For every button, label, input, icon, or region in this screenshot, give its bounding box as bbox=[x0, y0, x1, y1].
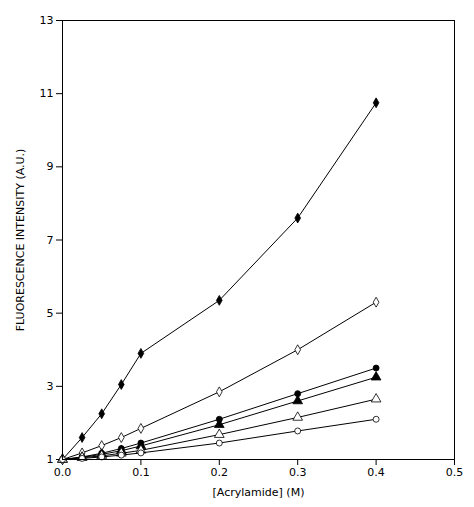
svg-text:5: 5 bbox=[47, 307, 54, 320]
svg-text:7: 7 bbox=[47, 234, 54, 247]
svg-text:13: 13 bbox=[40, 14, 54, 27]
svg-text:3: 3 bbox=[47, 380, 54, 393]
svg-text:0.0: 0.0 bbox=[54, 466, 72, 479]
svg-text:1: 1 bbox=[47, 453, 54, 466]
svg-text:0.4: 0.4 bbox=[367, 466, 385, 479]
svg-text:9: 9 bbox=[47, 160, 54, 173]
svg-text:0.3: 0.3 bbox=[289, 466, 307, 479]
svg-text:11: 11 bbox=[40, 87, 54, 100]
svg-text:0.2: 0.2 bbox=[211, 466, 229, 479]
svg-text:0.1: 0.1 bbox=[132, 466, 150, 479]
svg-text:0.5: 0.5 bbox=[446, 466, 464, 479]
svg-text:FLUORESCENCE INTENSITY (A.U.): FLUORESCENCE INTENSITY (A.U.) bbox=[14, 149, 27, 332]
svg-text:[Acrylamide] (M): [Acrylamide] (M) bbox=[213, 486, 305, 499]
